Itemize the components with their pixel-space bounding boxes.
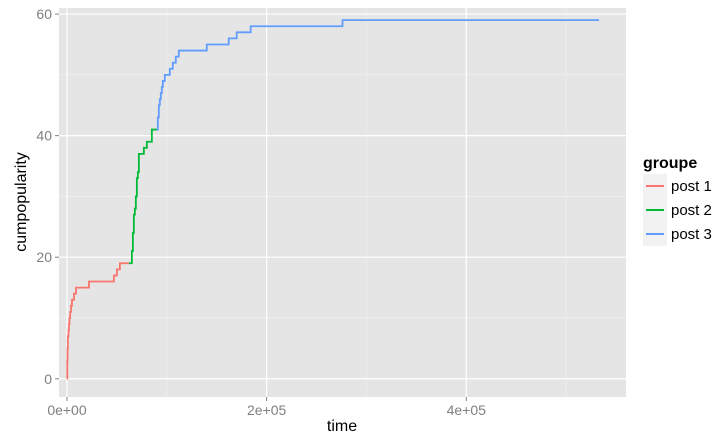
- legend-title: groupe: [643, 155, 697, 172]
- series-lines: [66, 19, 600, 380]
- y-axis: 0 20 40 60: [36, 6, 59, 387]
- major-gridlines: [59, 8, 626, 397]
- series-line-post-2: [128, 128, 157, 265]
- legend-label: post 3: [671, 226, 712, 243]
- legend-label: post 2: [671, 202, 712, 219]
- x-tick-label: 0e+00: [47, 402, 87, 418]
- plot-panel: [59, 8, 626, 397]
- y-tick-label: 60: [36, 6, 52, 22]
- y-tick-label: 40: [36, 128, 52, 144]
- x-tick-label: 4e+05: [447, 402, 487, 418]
- x-axis-title: time: [327, 418, 357, 434]
- series-line-post-3: [156, 19, 600, 131]
- y-axis-title: cumpopularity: [13, 152, 30, 252]
- x-tick-label: 2e+05: [247, 402, 287, 418]
- series-line-post-1: [66, 262, 129, 380]
- minor-gridlines: [59, 8, 626, 397]
- y-tick-label: 0: [44, 371, 52, 387]
- legend-label: post 1: [671, 178, 712, 195]
- y-tick-label: 20: [36, 249, 52, 265]
- x-axis: 0e+00 2e+05 4e+05: [47, 397, 486, 418]
- legend: groupe post 1 post 2 post 3: [643, 155, 712, 246]
